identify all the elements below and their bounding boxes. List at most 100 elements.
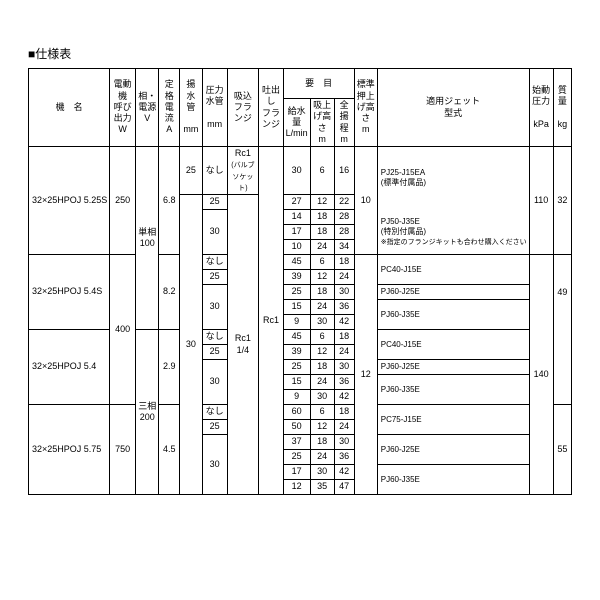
r: 12 [310,345,334,360]
r: 35 [310,480,334,495]
r: 34 [334,240,354,255]
m3 [553,330,571,405]
h-phase: 相・電源V [135,69,158,147]
h-dis: 吐出しフランジ [259,69,283,147]
j7: PJ60-J25E [377,360,529,375]
r: 6 [310,255,334,270]
h-jet: 適用ジェット型式 [377,69,529,147]
r: 30 [283,147,310,195]
none: なし [202,147,227,195]
ph2: 三相 200 [135,330,158,495]
r: 39 [283,270,310,285]
h-mass: 質量kg [553,69,571,147]
r: 60 [283,405,310,420]
r: 50 [283,420,310,435]
r: 30 [310,315,334,330]
r: 15 [283,375,310,390]
r: 6 [310,405,334,420]
h-suchead: 吸上げ高さm [310,99,334,147]
h-flow: 給水量L/min [283,99,310,147]
h-motor: 電動機呼び出力W [110,69,136,147]
none: なし [202,330,227,345]
r: 37 [283,435,310,450]
r: 28 [334,210,354,225]
r: 36 [334,375,354,390]
r: 18 [334,255,354,270]
a4: 4.5 [159,405,180,495]
r: 24 [334,420,354,435]
suc: Rc1(バルブソケット) [227,147,259,195]
h-amp: 定格電流A [159,69,180,147]
r: 6 [310,147,334,195]
m4: 55 [553,405,571,495]
name2: 32×25HPOJ 5.4S [29,255,110,330]
j8: PJ60-J35E [377,375,529,405]
r: 12 [310,270,334,285]
r: 42 [334,465,354,480]
dis: Rc1 [259,147,283,495]
spec-title: ■仕様表 [28,45,572,62]
h-std: 標準押上げ高さm [354,69,377,147]
p25: 25 [202,270,227,285]
name4: 32×25HPOJ 5.75 [29,405,110,495]
r: 10 [283,240,310,255]
w3: 750 [110,405,136,495]
h-suc: 吸込フランジ [227,69,259,147]
h-total: 全揚程m [334,99,354,147]
r: 17 [283,225,310,240]
m2: 49 [553,255,571,330]
r: 24 [310,450,334,465]
r: 42 [334,315,354,330]
h-press: 圧力水管mm [202,69,227,147]
pw: Rc1 1/4 [227,195,259,495]
m1: 32 [553,147,571,255]
r: 47 [334,480,354,495]
ph1: 単相 100 [135,147,158,330]
p1: 110 [529,147,553,255]
name1: 32×25HPOJ 5.25S [29,147,110,255]
r: 9 [283,315,310,330]
r: 36 [334,300,354,315]
r: 42 [334,390,354,405]
p25: 25 [202,345,227,360]
r: 25 [283,450,310,465]
h12: 12 [354,255,377,495]
j2: PJ50-J35E(特別付属品)※指定のフランジキットも合わせ購入ください [377,210,529,255]
j4: PJ60-J25E [377,285,529,300]
r: 14 [283,210,310,225]
r: 18 [310,225,334,240]
j11: PJ60-J35E [377,465,529,495]
p30: 30 [202,210,227,255]
r: 12 [310,420,334,435]
j3: PC40-J15E [377,255,529,285]
r: 12 [283,480,310,495]
r: 28 [334,225,354,240]
r: 24 [334,270,354,285]
r: 9 [283,390,310,405]
r: 36 [334,450,354,465]
j9: PC75-J15E [377,405,529,435]
r: 6 [310,330,334,345]
r: 30 [310,390,334,405]
r: 27 [283,195,310,210]
s25: 25 [180,147,203,195]
r: 25 [283,360,310,375]
p30: 30 [202,285,227,330]
r: 18 [334,405,354,420]
j10: PJ60-J25E [377,435,529,465]
r: 24 [334,345,354,360]
w2: 400 [110,255,136,405]
p30: 30 [202,435,227,495]
r: 24 [310,300,334,315]
s30b: 30 [180,195,203,495]
r: 30 [310,465,334,480]
r: 24 [310,375,334,390]
r: 18 [310,435,334,450]
r: 30 [334,435,354,450]
r: 45 [283,330,310,345]
r: 18 [310,360,334,375]
p2: 140 [529,255,553,495]
r: 22 [334,195,354,210]
none: なし [202,255,227,270]
a1: 6.8 [159,147,180,255]
